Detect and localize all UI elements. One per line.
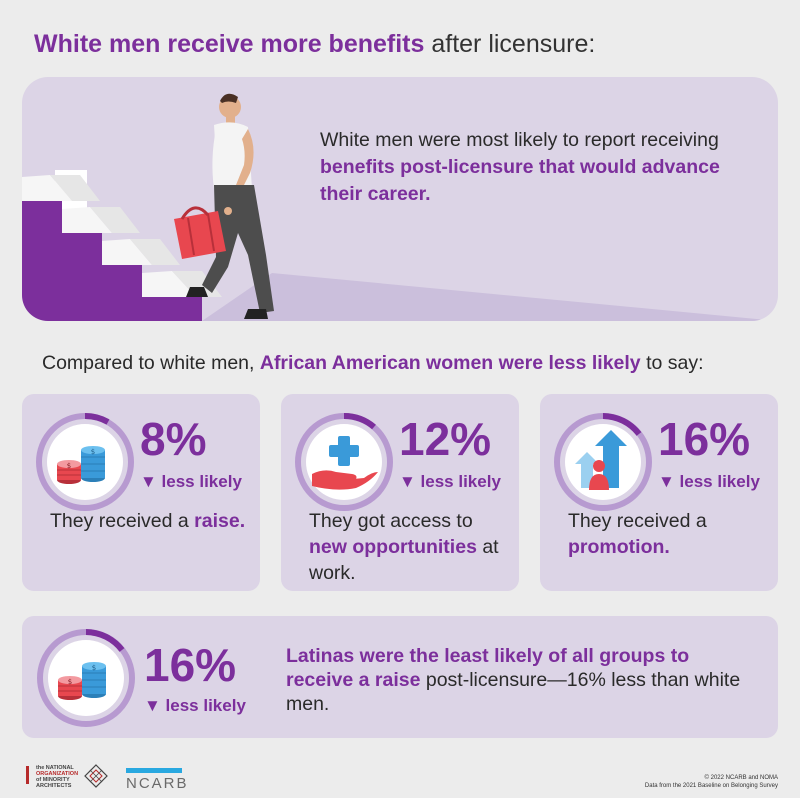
stat-description: They received a promotion. <box>568 510 707 558</box>
man-figure <box>186 93 274 319</box>
svg-text:$: $ <box>91 448 95 456</box>
noma-logo-text: the NATIONAL ORGANIZATION of MINORITY AR… <box>36 765 79 789</box>
less-likely-label: ▼ less likely <box>140 472 242 491</box>
red-bag-illustration <box>174 206 226 259</box>
svg-text:$: $ <box>67 462 71 470</box>
hero-description: White men were most likely to report rec… <box>320 129 720 205</box>
stat-percentage: 16% <box>658 413 751 465</box>
less-likely-label: ▼ less likely <box>144 696 246 715</box>
stat-percentage: 12% <box>399 413 492 465</box>
stat-percentage: 16% <box>144 639 237 691</box>
svg-text:$: $ <box>92 664 96 672</box>
svg-text:$: $ <box>68 678 72 686</box>
stat-card-raise: $ $ 8% ▼ less likely They received a rai… <box>22 394 260 591</box>
stat-description: Latinas were the least likely of all gro… <box>286 645 741 715</box>
page-title: White men receive more benefits after li… <box>34 30 596 58</box>
compare-heading: Compared to white men, African American … <box>42 352 704 374</box>
stat-percentage: 8% <box>140 413 207 465</box>
coins-icon: $ $ <box>36 412 134 511</box>
hand-plus-icon <box>295 412 393 511</box>
ncarb-logo-bar <box>126 768 182 773</box>
man-climbing-stairs-illustration <box>22 93 778 321</box>
coins-icon: $ $ <box>37 629 135 727</box>
promotion-icon <box>554 413 652 511</box>
hero-panel: White men were most likely to report rec… <box>22 77 778 321</box>
stat-card-latinas: $ $ 16% ▼ less likely Latinas were the l… <box>22 616 778 738</box>
stat-description: They received a raise. <box>50 510 246 532</box>
ncarb-logo: NCARB <box>126 768 187 792</box>
noma-logo-mark <box>26 766 29 784</box>
stat-description: They got access to new opportunities at … <box>309 510 499 584</box>
less-likely-label: ▼ less likely <box>399 472 501 491</box>
footer-credits: © 2022 NCARB and NOMA Data from the 2021… <box>644 775 778 789</box>
noma-diamond-icon <box>84 764 108 788</box>
less-likely-label: ▼ less likely <box>658 472 760 491</box>
stat-card-promotion: 16% ▼ less likely They received a promot… <box>540 394 778 591</box>
stat-card-opportunities: 12% ▼ less likely They got access to new… <box>281 394 519 591</box>
